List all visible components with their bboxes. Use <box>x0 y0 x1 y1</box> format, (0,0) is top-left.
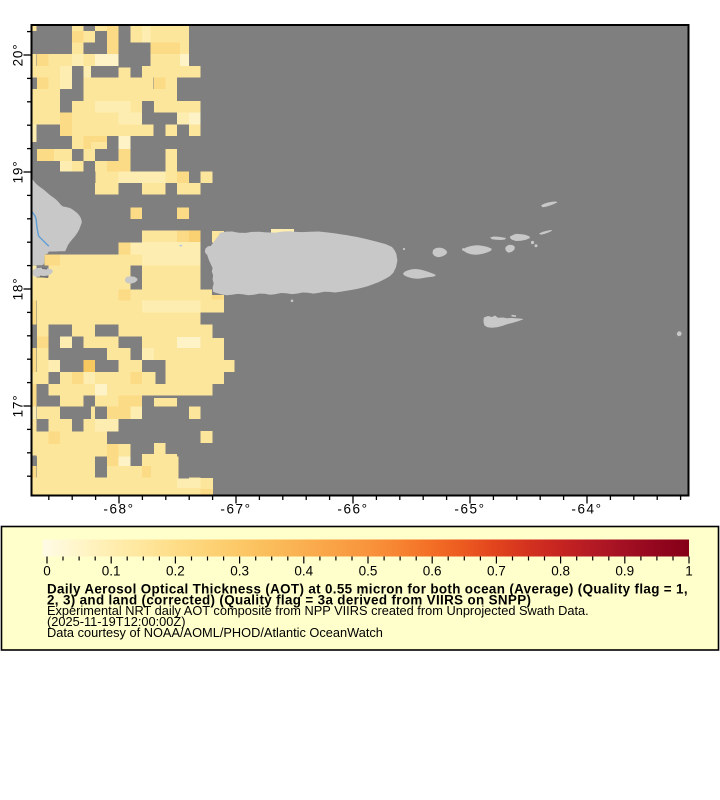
svg-text:-64°: -64° <box>571 502 602 517</box>
svg-text:-66°: -66° <box>337 502 368 517</box>
svg-text:19°: 19° <box>11 161 26 184</box>
svg-text:(2025-11-19T12:00:00Z): (2025-11-19T12:00:00Z) <box>47 614 185 629</box>
svg-text:20°: 20° <box>11 44 26 67</box>
svg-text:0.4: 0.4 <box>294 564 313 579</box>
svg-text:0.9: 0.9 <box>615 564 634 579</box>
svg-text:0.7: 0.7 <box>487 564 506 579</box>
svg-text:-68°: -68° <box>103 502 134 517</box>
svg-text:Daily Aerosol Optical Thicknes: Daily Aerosol Optical Thickness (AOT) at… <box>47 582 688 597</box>
svg-text:17°: 17° <box>11 395 26 418</box>
svg-text:0.3: 0.3 <box>230 564 249 579</box>
svg-text:-65°: -65° <box>454 502 485 517</box>
svg-text:-67°: -67° <box>220 502 251 517</box>
svg-text:0.6: 0.6 <box>423 564 442 579</box>
svg-text:0.1: 0.1 <box>102 564 121 579</box>
svg-text:0.2: 0.2 <box>166 564 185 579</box>
svg-text:2, 3) and land (corrected) (Qu: 2, 3) and land (corrected) (Quality flag… <box>47 592 531 607</box>
svg-text:Experimental NRT daily AOT com: Experimental NRT daily AOT composite fro… <box>47 603 589 618</box>
svg-text:0.8: 0.8 <box>551 564 570 579</box>
svg-text:0: 0 <box>43 564 51 579</box>
svg-text:Data courtesy of NOAA/AOML/PHO: Data courtesy of NOAA/AOML/PHOD/Atlantic… <box>47 625 383 640</box>
svg-text:0.5: 0.5 <box>359 564 378 579</box>
svg-text:1: 1 <box>685 564 693 579</box>
svg-text:18°: 18° <box>11 278 26 301</box>
